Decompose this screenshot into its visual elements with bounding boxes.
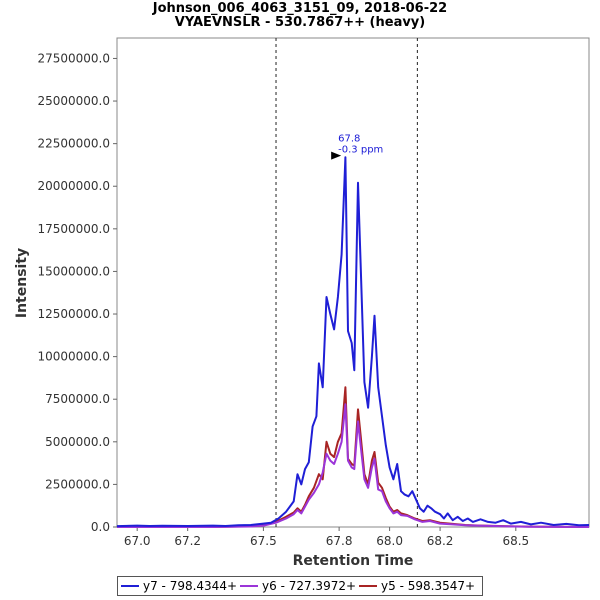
peak-ppm-label: -0.3 ppm	[338, 145, 383, 156]
x-tick-label: 67.2	[174, 534, 201, 548]
y-tick-label: 17500000.0	[37, 222, 110, 236]
y-tick-label: 7500000.0	[45, 392, 110, 406]
x-tick-label: 67.8	[326, 534, 353, 548]
legend: y7 - 798.4344+ y6 - 727.3972+ y5 - 598.354…	[117, 576, 483, 596]
legend-swatch	[359, 585, 378, 587]
y-tick-label: 15000000.0	[37, 264, 110, 278]
legend-label: y5 - 598.3547+	[381, 579, 476, 593]
y-tick-label: 5000000.0	[45, 435, 110, 449]
chart-subtitle: VYAEVNSLR - 530.7867++ (heavy)	[174, 15, 426, 30]
x-axis-title: Retention Time	[293, 553, 414, 569]
legend-item: y6 - 727.3972+	[240, 579, 356, 593]
peak-rt-label: 67.8	[338, 134, 360, 145]
chromatogram-chart: 0.0 2500000.0 5000000.0 7500000.0 10000000.0…	[14, 37, 590, 569]
series-line-y6	[117, 403, 590, 528]
x-tick-label: 67.5	[250, 534, 277, 548]
legend-swatch	[240, 585, 259, 587]
legend-item: y5 - 598.3547+	[359, 579, 475, 593]
y-tick-label: 20000000.0	[37, 179, 110, 193]
y-tick-label: 22500000.0	[37, 137, 110, 151]
plot-area	[116, 37, 590, 528]
legend-swatch	[121, 585, 139, 587]
chart-title: Johnson_006_4063_3151_09, 2018-06-22	[152, 1, 448, 16]
series-line-y7	[116, 156, 590, 528]
x-tick-label: 68.5	[502, 534, 529, 548]
y-axis-title: Intensity	[14, 248, 30, 318]
y-tick-label: 2500000.0	[45, 477, 110, 491]
y-tick-label: 0.0	[91, 520, 110, 534]
y-tick-label: 12500000.0	[37, 307, 110, 321]
x-tick-label: 67.0	[124, 534, 151, 548]
y-tick-label: 25000000.0	[37, 94, 110, 108]
legend-label: y6 - 727.3972+	[262, 579, 357, 593]
y-tick-label: 27500000.0	[37, 51, 110, 65]
y-tick-label: 10000000.0	[37, 350, 110, 364]
x-tick-label: 68.2	[427, 534, 454, 548]
x-tick-label: 68.0	[376, 534, 403, 548]
legend-item: y7 - 798.4344+	[121, 579, 237, 593]
legend-label: y7 - 798.4344+	[143, 579, 238, 593]
peak-marker-icon	[331, 151, 342, 160]
